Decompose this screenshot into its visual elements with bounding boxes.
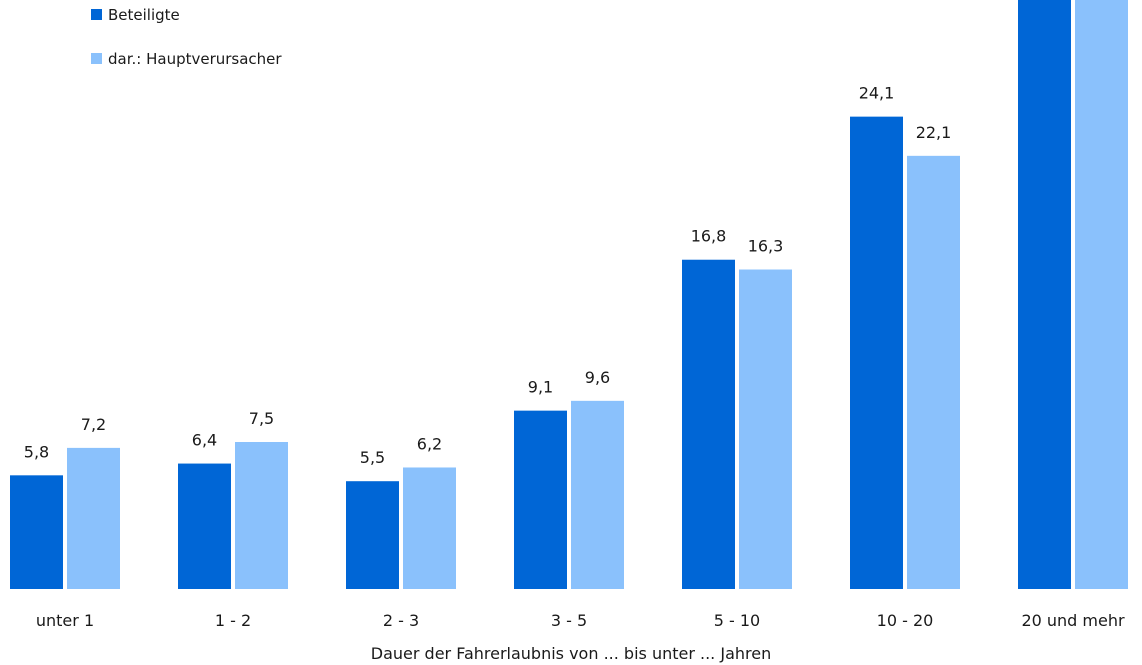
x-tick-label-1-2: 1 - 2 (215, 611, 251, 630)
legend: Beteiligte dar.: Hauptverursacher (91, 6, 282, 68)
x-tick-label-10-20: 10 - 20 (877, 611, 934, 630)
bars (10, 0, 1128, 589)
x-tick-label-unter-1: unter 1 (36, 611, 94, 630)
bar-dar-hauptverursacher-unter-1 (67, 447, 120, 589)
value-label-dar-hauptverursacher-3-5: 9,6 (585, 368, 610, 387)
bar-dar-hauptverursacher-20-und-mehr (1075, 0, 1128, 589)
x-axis-title: Dauer der Fahrerlaubnis von ... bis unte… (371, 644, 771, 663)
value-label-beteiligte-5-10: 16,8 (691, 227, 727, 246)
value-label-dar-hauptverursacher-10-20: 22,1 (916, 123, 952, 142)
value-label-dar-hauptverursacher-5-10: 16,3 (748, 237, 784, 256)
x-tick-label-5-10: 5 - 10 (714, 611, 760, 630)
legend-label-hauptverursacher: dar.: Hauptverursacher (108, 50, 282, 68)
legend-swatch-beteiligte (91, 9, 102, 20)
x-axis-tick-labels: unter 1 1 - 2 2 - 3 3 - 5 5 - 10 10 - 20 20 un… (36, 611, 1125, 630)
bar-dar-hauptverursacher-5-10 (739, 269, 792, 589)
bar-dar-hauptverursacher-1-2 (235, 442, 288, 589)
bar-beteiligte-20-und-mehr (1018, 0, 1071, 589)
value-label-dar-hauptverursacher-1-2: 7,5 (249, 409, 274, 428)
value-labels: 5,8 7,2 6,4 7,5 5,5 6,2 9,1 9,6 16,8 16,3 24,1 22,1 (24, 84, 952, 468)
bar-beteiligte-1-2 (178, 463, 231, 589)
bar-beteiligte-10-20 (850, 116, 903, 589)
x-tick-label-20-und-mehr: 20 und mehr (1021, 611, 1125, 630)
bar-beteiligte-2-3 (346, 481, 399, 589)
bar-beteiligte-3-5 (514, 410, 567, 589)
value-label-dar-hauptverursacher-2-3: 6,2 (417, 434, 442, 453)
value-label-beteiligte-3-5: 9,1 (528, 378, 553, 397)
x-tick-label-3-5: 3 - 5 (551, 611, 587, 630)
x-tick-label-2-3: 2 - 3 (383, 611, 419, 630)
value-label-dar-hauptverursacher-unter-1: 7,2 (81, 415, 106, 434)
legend-swatch-hauptverursacher (91, 53, 102, 64)
bar-beteiligte-5-10 (682, 259, 735, 589)
value-label-beteiligte-unter-1: 5,8 (24, 442, 49, 461)
bar-dar-hauptverursacher-3-5 (571, 400, 624, 589)
legend-label-beteiligte: Beteiligte (108, 6, 180, 24)
bar-beteiligte-unter-1 (10, 475, 63, 589)
value-label-beteiligte-1-2: 6,4 (192, 431, 217, 450)
value-label-beteiligte-2-3: 5,5 (360, 448, 385, 467)
bar-dar-hauptverursacher-10-20 (907, 155, 960, 589)
bar-dar-hauptverursacher-2-3 (403, 467, 456, 589)
value-label-beteiligte-10-20: 24,1 (859, 84, 895, 103)
